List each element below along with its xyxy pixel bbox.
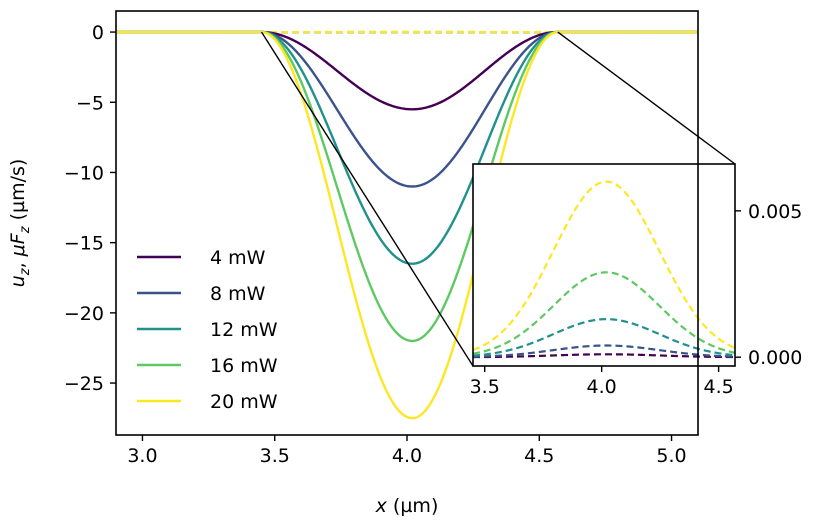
velocity-line-4: [116, 30, 698, 420]
main-axis-ticks: 3.0 3.5 4.0 4.5 5.0 0 −5 −10 −15 −20 −25: [64, 22, 687, 467]
plot-frame: [115, 10, 699, 436]
inset-y-tick-label: 0.005: [748, 201, 802, 223]
legend-label: 8 mW: [210, 283, 266, 305]
x-tick-label: 4.5: [524, 445, 554, 467]
force-line-inset-2: [473, 318, 735, 357]
y-tick-label: −10: [64, 162, 104, 184]
y-tick-label: 0: [92, 22, 104, 44]
y-tick-label: −20: [64, 303, 104, 325]
inset-x-tick-label: 4.5: [704, 376, 734, 398]
x-tick-label: 5.0: [656, 445, 686, 467]
y-tick-label: −15: [64, 233, 104, 255]
inset-y-tick-label: 0.000: [748, 347, 802, 369]
force-line-inset-3: [473, 271, 735, 355]
legend-label: 12 mW: [210, 319, 278, 341]
zoom-connector-left: [260, 31, 474, 367]
inset-x-tick-label: 4.0: [587, 376, 617, 398]
y-tick-label: −25: [64, 373, 104, 395]
inset-frame: [472, 163, 736, 367]
x-tick-label: 4.0: [392, 445, 422, 467]
legend-label: 4 mW: [210, 247, 266, 269]
x-tick-label: 3.0: [127, 445, 157, 467]
y-axis-label: uz, μFz (µm/s): [7, 159, 33, 288]
inset-curves: [473, 180, 735, 359]
zoom-connectors: [260, 31, 736, 367]
legend: 4 mW 8 mW 12 mW 16 mW 20 mW: [137, 247, 278, 413]
force-line-inset-4: [473, 180, 735, 351]
legend-label: 20 mW: [210, 391, 278, 413]
inset-axis-ticks: 3.5 4.0 4.5 0.000 0.005: [470, 201, 803, 398]
x-tick-label: 3.5: [260, 445, 290, 467]
inset-x-tick-label: 3.5: [470, 376, 500, 398]
zoom-connector-right: [557, 31, 736, 165]
legend-label: 16 mW: [210, 355, 278, 377]
y-tick-label: −5: [76, 92, 104, 114]
x-axis-label: x (µm): [375, 495, 439, 517]
main-curves: [116, 30, 698, 420]
inset-background: [473, 164, 735, 366]
